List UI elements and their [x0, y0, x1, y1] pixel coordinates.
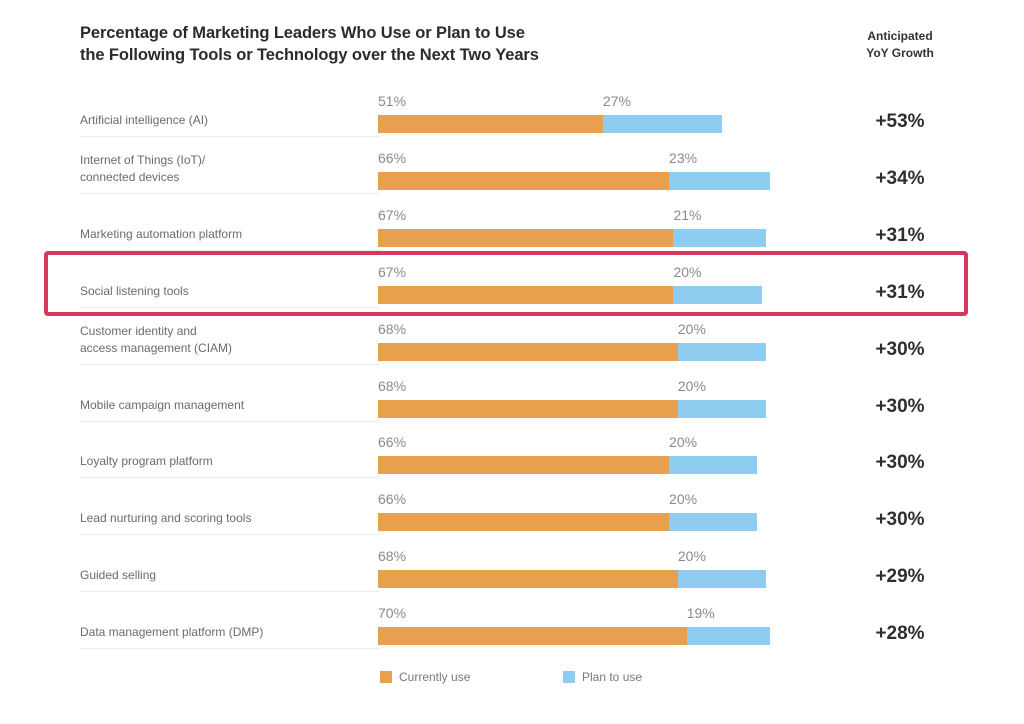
legend-swatch-currently-use [380, 671, 392, 683]
legend-label-plan-to-use: Plan to use [582, 670, 643, 684]
value-label-plan-to-use: 20% [677, 321, 706, 337]
category-label-line: access management (CIAM) [80, 341, 233, 355]
value-label-plan-to-use: 21% [673, 207, 702, 223]
value-label-plan-to-use: 27% [602, 93, 631, 109]
category-label-line: connected devices [80, 170, 180, 184]
row-separator [80, 193, 380, 194]
value-label-plan-to-use: 20% [673, 264, 702, 280]
category-label-line: Guided selling [80, 568, 157, 582]
growth-value: +28% [875, 623, 925, 644]
bar-currently-use [378, 456, 670, 474]
category-label-line: Customer identity and [80, 324, 197, 338]
bar-plan-to-use [669, 456, 758, 474]
legend-item-currently-use: Currently use [380, 670, 470, 684]
value-label-currently-use: 51% [378, 93, 407, 109]
category-label: Marketing automation platform [80, 226, 242, 243]
value-label-plan-to-use: 19% [686, 605, 715, 621]
category-label-line: Lead nurturing and scoring tools [80, 511, 252, 525]
bar-currently-use [378, 570, 678, 588]
category-label-line: Data management platform (DMP) [80, 625, 264, 639]
category-label: Customer identity and access management (… [80, 323, 232, 357]
row-separator [80, 477, 380, 478]
category-label-line: Social listening tools [80, 284, 189, 298]
value-label-plan-to-use: 23% [669, 150, 698, 166]
legend-item-plan-to-use: Plan to use [563, 670, 642, 684]
growth-value: +30% [875, 396, 925, 417]
category-label: Data management platform (DMP) [80, 624, 263, 641]
bar-currently-use [378, 172, 670, 190]
value-label-plan-to-use: 20% [669, 491, 698, 507]
legend-swatch-plan-to-use [563, 671, 575, 683]
bar-currently-use [378, 229, 674, 247]
growth-value: +30% [875, 509, 925, 530]
value-label-currently-use: 66% [378, 434, 407, 450]
bar-currently-use [378, 115, 603, 133]
category-label: Social listening tools [80, 283, 189, 300]
row-separator [80, 307, 380, 308]
value-label-currently-use: 68% [378, 378, 407, 394]
row-separator [80, 534, 380, 535]
highlight-box [44, 251, 968, 316]
category-label: Mobile campaign management [80, 397, 244, 414]
bar-currently-use [378, 400, 678, 418]
value-label-currently-use: 66% [378, 150, 407, 166]
row-separator [80, 364, 380, 365]
bar-currently-use [378, 513, 670, 531]
bar-plan-to-use [677, 570, 767, 588]
chart-title-line-2: the Following Tools or Technology over t… [80, 46, 539, 64]
chart-title: Percentage of Marketing Leaders Who Use … [80, 22, 539, 66]
value-label-plan-to-use: 20% [677, 378, 706, 394]
growth-value: +30% [875, 452, 925, 473]
value-label-plan-to-use: 20% [677, 548, 706, 564]
growth-value: +31% [875, 225, 925, 246]
category-label: Artificial intelligence (AI) [80, 112, 208, 129]
row-separator [80, 250, 380, 251]
row-separator [80, 591, 380, 592]
category-label: Internet of Things (IoT)/ connected devic… [80, 152, 205, 186]
bar-currently-use [378, 627, 687, 645]
value-label-currently-use: 67% [378, 264, 407, 280]
value-label-currently-use: 70% [378, 605, 407, 621]
growth-header-line-2: YoY Growth [866, 46, 934, 60]
growth-value: +34% [875, 168, 925, 189]
bar-currently-use [378, 343, 678, 361]
value-label-currently-use: 67% [378, 207, 407, 223]
value-label-currently-use: 68% [378, 548, 407, 564]
chart-title-line-1: Percentage of Marketing Leaders Who Use … [80, 24, 525, 42]
category-label-line: Marketing automation platform [80, 227, 243, 241]
row-separator [80, 648, 380, 649]
value-label-currently-use: 66% [378, 491, 407, 507]
growth-value: +29% [875, 566, 925, 587]
category-label-line: Artificial intelligence (AI) [80, 113, 209, 127]
bar-plan-to-use [669, 513, 758, 531]
category-label-line: Mobile campaign management [80, 398, 245, 412]
bar-plan-to-use [686, 627, 771, 645]
row-separator [80, 421, 380, 422]
bar-plan-to-use [673, 229, 767, 247]
category-label-line: Internet of Things (IoT)/ [80, 153, 206, 167]
bar-plan-to-use [677, 343, 767, 361]
category-label: Lead nurturing and scoring tools [80, 510, 251, 527]
growth-value: +53% [875, 111, 925, 132]
row-separator [80, 136, 380, 137]
bar-plan-to-use [673, 286, 762, 304]
category-label: Guided selling [80, 567, 156, 584]
bar-plan-to-use [677, 400, 767, 418]
value-label-plan-to-use: 20% [669, 434, 698, 450]
category-label: Loyalty program platform [80, 453, 213, 470]
category-label-line: Loyalty program platform [80, 454, 213, 468]
legend-label-currently-use: Currently use [399, 670, 471, 684]
growth-column-header: Anticipated YoY Growth [850, 28, 950, 62]
bar-plan-to-use [602, 115, 722, 133]
value-label-currently-use: 68% [378, 321, 407, 337]
growth-value: +30% [875, 339, 925, 360]
growth-header-line-1: Anticipated [867, 29, 933, 43]
bar-plan-to-use [669, 172, 771, 190]
bar-currently-use [378, 286, 674, 304]
growth-value: +31% [875, 282, 925, 303]
